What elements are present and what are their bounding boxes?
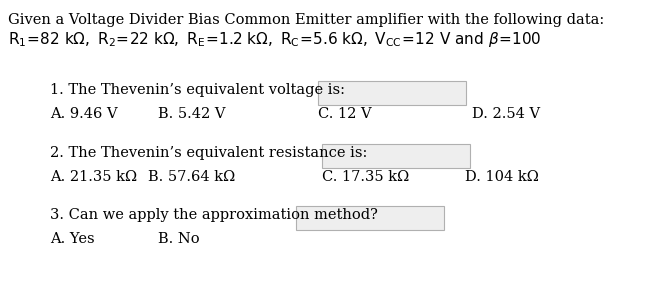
Text: Given a Voltage Divider Bias Common Emitter amplifier with the following data:: Given a Voltage Divider Bias Common Emit… xyxy=(8,13,605,27)
Text: A. 21.35 kΩ: A. 21.35 kΩ xyxy=(50,170,137,184)
Text: 1. The Thevenin’s equivalent voltage is:: 1. The Thevenin’s equivalent voltage is: xyxy=(50,83,345,97)
Text: B. 57.64 kΩ: B. 57.64 kΩ xyxy=(148,170,235,184)
FancyBboxPatch shape xyxy=(296,206,444,230)
Text: D. 104 kΩ: D. 104 kΩ xyxy=(465,170,539,184)
Text: A. 9.46 V: A. 9.46 V xyxy=(50,107,118,121)
FancyBboxPatch shape xyxy=(322,144,470,168)
Text: $\mathrm{R}_1\!=\!82\ \mathrm{k\Omega},\ \mathrm{R}_2\!=\!22\ \mathrm{k\Omega},\: $\mathrm{R}_1\!=\!82\ \mathrm{k\Omega},\… xyxy=(8,30,542,49)
Text: A. Yes: A. Yes xyxy=(50,232,94,246)
FancyBboxPatch shape xyxy=(318,81,466,105)
Text: B. No: B. No xyxy=(158,232,200,246)
Text: 3. Can we apply the approximation method?: 3. Can we apply the approximation method… xyxy=(50,208,378,222)
Text: B. 5.42 V: B. 5.42 V xyxy=(158,107,225,121)
Text: D. 2.54 V: D. 2.54 V xyxy=(472,107,540,121)
Text: C. 12 V: C. 12 V xyxy=(318,107,371,121)
Text: C. 17.35 kΩ: C. 17.35 kΩ xyxy=(322,170,409,184)
Text: 2. The Thevenin’s equivalent resistance is:: 2. The Thevenin’s equivalent resistance … xyxy=(50,146,367,160)
